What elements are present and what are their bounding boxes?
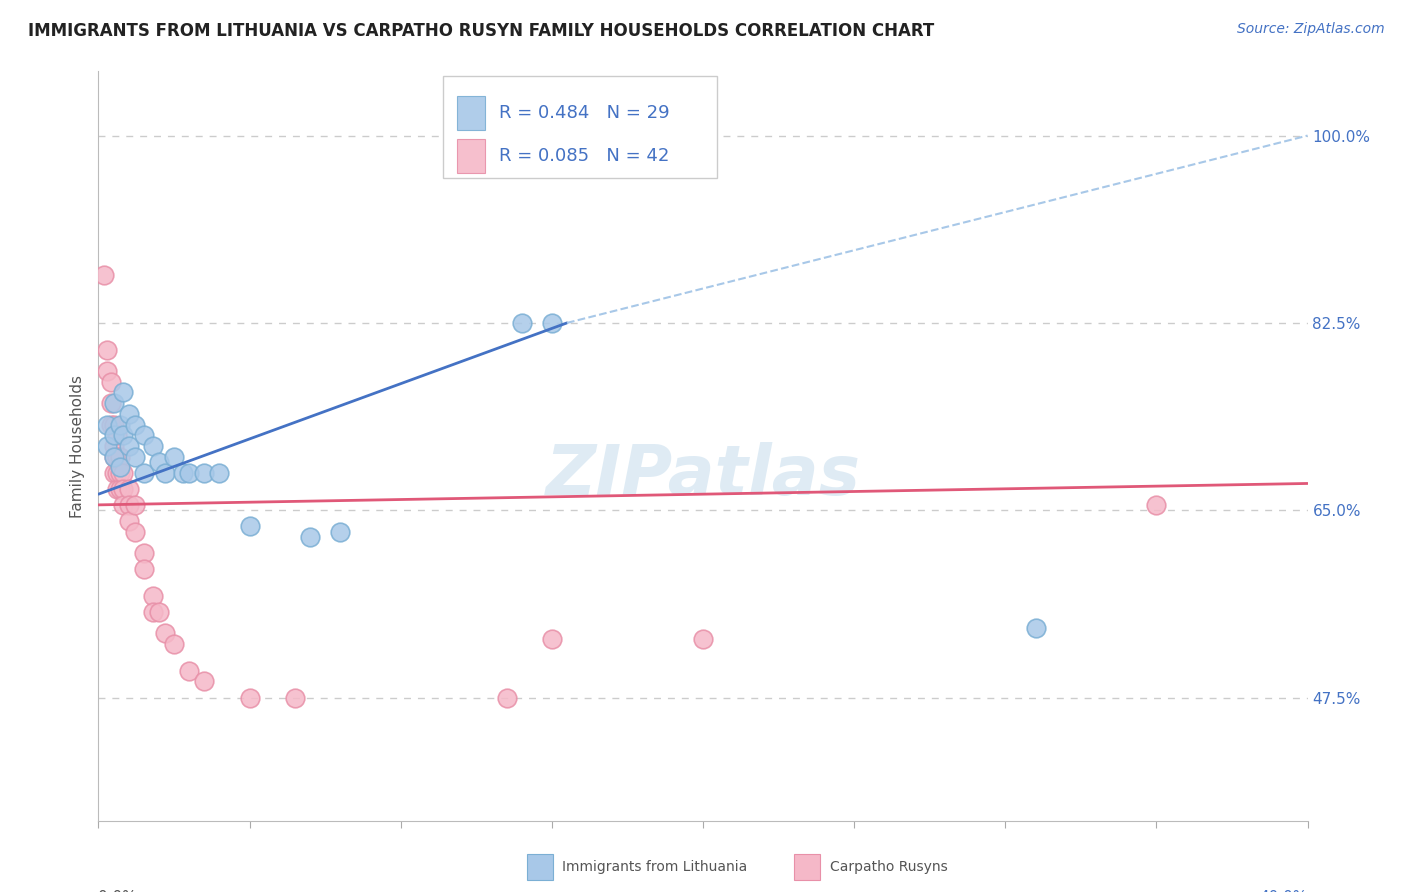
Point (108, 466, 131, 480)
Point (103, 428, 125, 442)
Text: ZIPatlas: ZIPatlas (546, 442, 860, 509)
Point (108, 482, 131, 496)
Point (100, 417, 122, 432)
Point (299, 530, 322, 544)
Point (118, 482, 141, 496)
Point (132, 428, 155, 442)
Point (132, 546, 155, 560)
Point (510, 316, 533, 330)
Point (124, 524, 146, 539)
Text: 0.0%: 0.0% (98, 890, 138, 892)
Point (124, 498, 146, 512)
Point (153, 626, 176, 640)
Point (148, 455, 170, 469)
Point (193, 466, 215, 480)
Point (692, 632, 714, 646)
Text: R = 0.484   N = 29: R = 0.484 N = 29 (499, 104, 669, 122)
Point (105, 482, 128, 496)
Point (111, 428, 134, 442)
Point (124, 417, 146, 432)
Point (540, 316, 562, 330)
Point (118, 439, 141, 453)
Point (153, 466, 176, 480)
Point (163, 450, 186, 464)
Point (103, 466, 125, 480)
Point (103, 450, 125, 464)
Point (132, 562, 155, 576)
Point (284, 690, 307, 705)
Point (103, 417, 125, 432)
Point (495, 690, 517, 705)
Point (193, 674, 215, 689)
Point (111, 498, 134, 512)
Point (179, 466, 201, 480)
Point (108, 450, 131, 464)
Point (118, 514, 141, 528)
Point (103, 396, 125, 410)
Point (105, 450, 128, 464)
Point (1024, 621, 1046, 635)
Point (239, 690, 262, 705)
Text: R = 0.085   N = 42: R = 0.085 N = 42 (499, 147, 669, 165)
Point (132, 466, 155, 480)
Point (208, 466, 231, 480)
Point (1144, 498, 1167, 512)
Point (118, 498, 141, 512)
Point (239, 519, 262, 533)
Point (108, 417, 131, 432)
Point (100, 375, 122, 389)
Text: Source: ZipAtlas.com: Source: ZipAtlas.com (1237, 22, 1385, 37)
Point (103, 450, 125, 464)
Point (111, 385, 134, 400)
Point (100, 396, 122, 410)
Point (93, 268, 115, 282)
Point (124, 450, 146, 464)
Text: IMMIGRANTS FROM LITHUANIA VS CARPATHO RUSYN FAMILY HOUSEHOLDS CORRELATION CHART: IMMIGRANTS FROM LITHUANIA VS CARPATHO RU… (28, 22, 935, 40)
Point (108, 460, 131, 475)
Point (111, 482, 134, 496)
Point (163, 637, 186, 651)
Point (329, 524, 352, 539)
Point (142, 605, 165, 619)
Point (148, 605, 170, 619)
Point (96, 343, 118, 357)
Point (172, 466, 194, 480)
Y-axis label: Family Households: Family Households (70, 375, 86, 517)
Point (142, 589, 165, 603)
Point (105, 428, 128, 442)
Text: 40.0%: 40.0% (1260, 890, 1308, 892)
Point (96, 417, 118, 432)
Point (96, 439, 118, 453)
Point (118, 407, 141, 421)
Point (111, 466, 134, 480)
Text: Carpatho Rusyns: Carpatho Rusyns (830, 860, 948, 874)
Point (540, 632, 562, 646)
Point (103, 439, 125, 453)
Point (96, 364, 118, 378)
Text: Immigrants from Lithuania: Immigrants from Lithuania (562, 860, 748, 874)
Point (142, 439, 165, 453)
Point (105, 466, 128, 480)
Point (179, 664, 201, 678)
